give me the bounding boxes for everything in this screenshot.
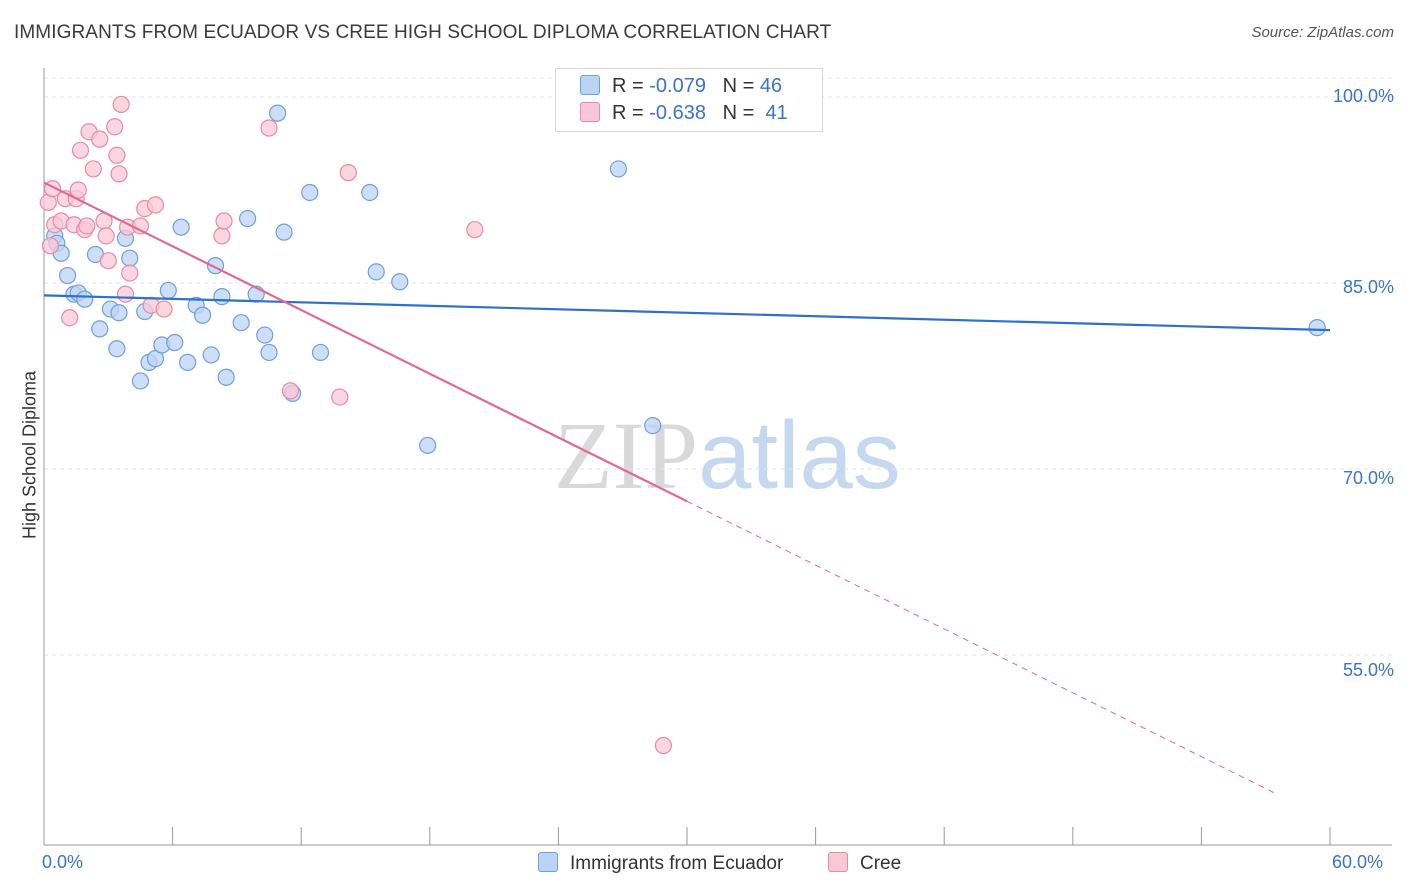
- ecuador-point: [121, 249, 139, 267]
- cree-point: [654, 736, 673, 755]
- ecuador-trend-line: [43, 294, 1331, 332]
- cree-point: [112, 95, 130, 114]
- cree-point: [71, 141, 90, 159]
- ecuador-point: [58, 266, 77, 285]
- ecuador-point: [91, 320, 109, 338]
- legend-n-value: 41: [765, 102, 788, 124]
- ecuador-point: [311, 343, 330, 362]
- y-tick-label: 55.0%: [1342, 660, 1394, 680]
- cree-point: [339, 164, 357, 182]
- legend-n-label: N =: [722, 102, 755, 124]
- legend-r-label: R =: [612, 75, 644, 97]
- cree-point: [155, 300, 173, 318]
- cree-point: [281, 382, 300, 400]
- ecuador-point: [172, 218, 190, 236]
- ecuador-point: [1308, 319, 1326, 337]
- watermark-zip: ZIP: [554, 402, 698, 509]
- ecuador-point: [217, 368, 235, 386]
- ecuador-point: [269, 104, 287, 122]
- cree-point: [78, 217, 96, 235]
- ecuador-point: [213, 288, 231, 306]
- y-tick-label: 100.0%: [1332, 86, 1394, 106]
- ecuador-point: [275, 223, 293, 241]
- legend-label: Cree: [860, 853, 902, 874]
- ecuador-point: [202, 346, 220, 364]
- chart-title: IMMIGRANTS FROM ECUADOR VS CREE HIGH SCH…: [14, 22, 832, 43]
- ecuador-point: [179, 353, 197, 371]
- legend-swatch-blue: [538, 852, 558, 872]
- cree-point: [215, 212, 233, 230]
- cree-point: [116, 285, 135, 303]
- ecuador-point: [301, 183, 319, 202]
- ecuador-point: [260, 343, 278, 362]
- cree-point: [260, 119, 278, 137]
- legend-n-label: N =: [722, 75, 755, 97]
- legend-item-cree: Cree: [828, 852, 901, 875]
- ecuador-point: [76, 290, 94, 308]
- legend-row-ecuador: R = -0.079 N = 46: [580, 75, 782, 99]
- legend-swatch-pink: [828, 852, 848, 872]
- cree-point: [84, 160, 102, 178]
- y-tick-label: 70.0%: [1342, 468, 1394, 488]
- y-axis-label: High School Diploma: [19, 370, 40, 540]
- x-tick-label: 0.0%: [42, 852, 84, 872]
- cree-point: [121, 264, 139, 282]
- ecuador-point: [609, 160, 628, 178]
- source-label: Source: ZipAtlas.com: [1251, 24, 1394, 41]
- ecuador-point: [644, 417, 662, 435]
- ecuador-point: [108, 340, 126, 358]
- legend-r-value: -0.638: [649, 102, 706, 124]
- ecuador-point: [131, 372, 150, 390]
- cree-point: [97, 227, 115, 245]
- legend-item-ecuador: Immigrants from Ecuador: [538, 852, 783, 875]
- cree-point: [466, 221, 484, 239]
- correlation-legend: R = -0.079 N = 46 R = -0.638 N = 41: [555, 68, 823, 132]
- cree-trend-line: [43, 181, 688, 503]
- legend-swatch-blue: [580, 75, 600, 95]
- cree-point: [331, 388, 349, 406]
- cree-point: [61, 309, 79, 327]
- ecuador-point: [110, 304, 128, 322]
- y-tick-label: 85.0%: [1342, 277, 1394, 297]
- ecuador-point: [419, 436, 437, 455]
- cree-point: [108, 146, 126, 164]
- cree-point: [41, 237, 60, 255]
- legend-r-value: -0.079: [649, 75, 706, 97]
- ecuador-point: [232, 314, 250, 332]
- legend-row-cree: R = -0.638 N = 41: [580, 102, 788, 126]
- cree-point: [99, 252, 117, 270]
- legend-n-value: 46: [759, 75, 783, 97]
- legend-swatch-pink: [580, 102, 600, 122]
- cree-point: [91, 130, 109, 148]
- ecuador-point: [194, 306, 212, 324]
- cree-point: [106, 118, 124, 136]
- ecuador-point: [166, 333, 184, 352]
- ecuador-point: [391, 273, 409, 291]
- ecuador-point: [239, 209, 257, 228]
- cree-point: [146, 196, 165, 214]
- watermark-atlas: atlas: [698, 402, 901, 509]
- ecuador-point: [256, 326, 274, 344]
- cree-point: [213, 227, 231, 245]
- ecuador-point: [361, 183, 379, 202]
- cree-point: [69, 181, 87, 199]
- legend-r-label: R =: [612, 102, 644, 124]
- x-tick-label: 60.0%: [1332, 852, 1384, 872]
- ecuador-point: [367, 263, 385, 281]
- watermark: ZIPatlas: [554, 400, 901, 511]
- cree-point: [110, 165, 128, 183]
- ecuador-point: [159, 281, 177, 300]
- legend-label: Immigrants from Ecuador: [570, 853, 784, 874]
- cree-trend-extension: [686, 500, 1277, 795]
